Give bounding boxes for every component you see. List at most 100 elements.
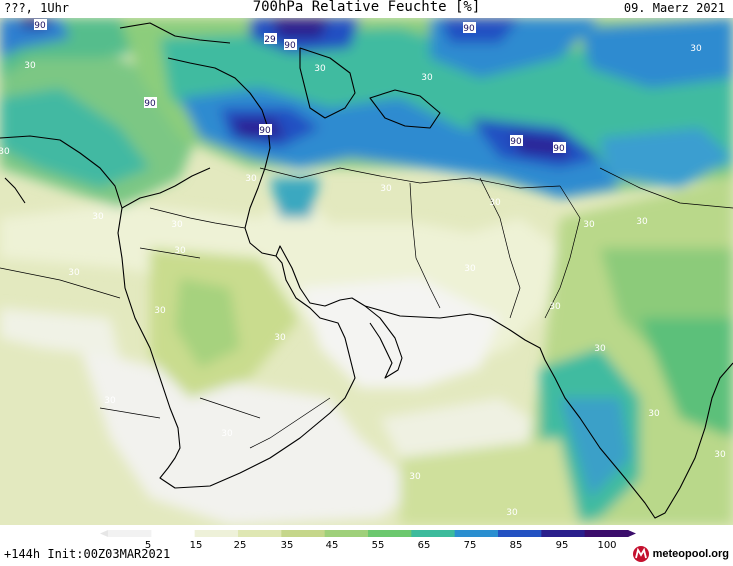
legend-tick-label: 15 [190,540,203,550]
contour-label-text: 30 [380,184,392,194]
contour-label-text: 90 [553,144,565,154]
contour-label-text: 90 [284,41,296,51]
contour-label: 30 [648,409,660,419]
color-legend: 5 15 25 35 45 55 65 75 85 95 100 [0,525,733,566]
contour-label: 30 [380,184,392,194]
contour-label: 30 [690,44,702,54]
coastlines [0,22,733,519]
logo-icon [632,546,649,562]
legend-colorbar: 5 15 25 35 45 55 65 75 85 95 100 [100,530,636,550]
contour-label-text: 90 [144,99,156,109]
legend-swatch [324,530,369,537]
contour-label-text: 30 [221,429,233,439]
legend-tick-label: 95 [556,540,569,550]
meteopool-logo[interactable]: meteopool.org [632,544,729,564]
legend-tick-label: 5 [145,540,151,550]
legend-tick-label: 65 [418,540,431,550]
contour-label: 30 [464,264,476,274]
contour-label-text: 30 [68,268,80,278]
legend-swatch [584,530,629,537]
legend-tick-label: 35 [281,540,294,550]
contour-label-text: 90 [463,24,475,34]
contour-label-text: 30 [104,396,116,406]
contour-label-text: 30 [421,73,433,83]
contour-label-text: 30 [594,344,606,354]
contour-label-text: 90 [510,137,522,147]
contour-label: 30 [92,212,104,222]
contour-label: 30 [154,306,166,316]
contour-label: 30 [0,147,10,157]
contour-label-text: 30 [24,61,36,71]
contour-label: 30 [636,217,648,227]
legend-swatch [368,530,412,537]
contour-label: 30 [583,220,595,230]
contour-label-text: 30 [92,212,104,222]
contour-label: 90 [259,124,272,136]
borders [0,167,733,449]
legend-swatch [454,530,499,537]
legend-tick-label: 85 [510,540,523,550]
contour-label-text: 30 [648,409,660,419]
contour-label-text: 30 [174,246,186,256]
contour-label-text: 90 [34,21,46,31]
init-time-label: +144h Init:00Z03MAR2021 [4,547,171,561]
legend-swatch [498,530,542,537]
contour-label-text: 30 [245,174,257,184]
contour-label: 30 [409,472,421,482]
map-title: 700hPa Relative Feuchte [%] [252,0,481,15]
contour-label: 30 [174,246,186,256]
contour-label: 30 [714,450,726,460]
contour-label-text: 29 [264,35,276,45]
legend-swatch [411,530,456,537]
contour-label: 30 [314,64,326,74]
contour-label: 30 [68,268,80,278]
contour-label-text: 30 [489,198,501,208]
legend-swatch [281,530,326,537]
contour-label-text: 30 [690,44,702,54]
contour-label: 90 [553,142,566,154]
contour-label: 30 [221,429,233,439]
contour-label-text: 30 [154,306,166,316]
contour-label: 30 [489,198,501,208]
contour-label-text: 30 [636,217,648,227]
legend-swatch [541,530,586,537]
contour-label-text: 30 [274,333,286,343]
contour-label: 90 [510,135,523,147]
legend-tick-label: 45 [326,540,339,550]
legend-tick-label: 25 [234,540,247,550]
valid-date: 09. Maerz 2021 [623,1,725,15]
contour-label-text: 90 [259,126,271,136]
contour-label: 30 [171,220,183,230]
contour-label: 30 [421,73,433,83]
legend-tick-label: 75 [464,540,477,550]
legend-tick-label: 100 [597,540,616,550]
legend-swatch [108,530,152,537]
contour-label-text: 30 [0,147,10,157]
contour-label: 30 [245,174,257,184]
contour-label: 90 [144,97,157,109]
contour-label: 30 [549,302,561,312]
legend-swatch [151,530,196,537]
contour-labels: 90 29 90 90 30 30 90 90 90 90 30 30 30 30 30 30 30 30 30 30… [0,19,726,518]
contour-label: 90 [284,39,297,51]
title-bar: ???, 1Uhr 700hPa Relative Feuchte [%] 09… [0,0,733,18]
contour-label: 90 [34,19,47,31]
legend-swatch [238,530,282,537]
contour-label: 30 [506,508,518,518]
logo-text: meteopool.org [652,548,729,560]
contour-label: 30 [24,61,36,71]
contour-label: 29 [264,33,277,45]
contour-label-text: 30 [714,450,726,460]
contour-label-text: 30 [409,472,421,482]
contour-label-text: 30 [583,220,595,230]
legend-tick-label: 55 [372,540,385,550]
contour-label-text: 30 [506,508,518,518]
contour-label-text: 30 [464,264,476,274]
contour-label-text: 30 [549,302,561,312]
legend-low-arrow [100,530,108,537]
contour-label: 90 [463,22,476,34]
legend-high-arrow [628,530,636,537]
contour-label: 30 [274,333,286,343]
contour-label: 30 [104,396,116,406]
humidity-map: 90 29 90 90 30 30 90 90 90 90 30 30 30 30 30 30 30 30 30 30… [0,18,733,525]
